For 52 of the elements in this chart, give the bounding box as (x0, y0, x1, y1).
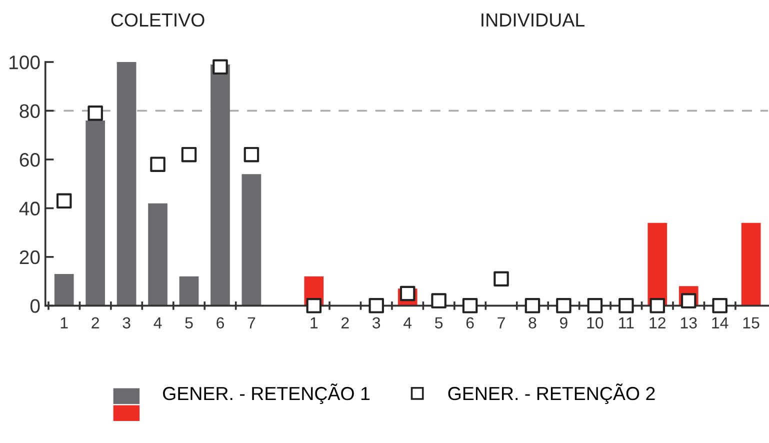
bar (54, 274, 74, 306)
point (462, 298, 478, 314)
x-tick-label: 4 (404, 317, 412, 328)
point (650, 298, 666, 314)
y-tick-label: 0 (30, 299, 40, 313)
x-tick-label: 5 (185, 317, 193, 329)
point (587, 298, 603, 314)
legend-label: GENER. - RETENÇÃO 1 (163, 384, 370, 404)
bar (741, 222, 761, 306)
text: INDIVIDUAL (482, 14, 584, 27)
bar (210, 64, 230, 306)
point (712, 298, 728, 314)
x-tick-label: 3 (122, 317, 130, 329)
bar (242, 174, 262, 306)
x-tick-label: 9 (560, 317, 568, 329)
x-tick-label: 7 (248, 317, 256, 328)
x-tick-label: 6 (216, 317, 224, 329)
x-tick-label: 2 (341, 317, 349, 328)
y-tick-label: 40 (19, 202, 40, 216)
x-tick-label: 4 (154, 317, 162, 328)
x-tick-label: 1 (60, 317, 68, 328)
x-tick-label: 1 (310, 317, 318, 328)
legend-label: GENER. - RETENÇÃO 2 (448, 384, 655, 404)
x-tick-label: 2 (92, 317, 99, 328)
x-tick-label: 14 (712, 317, 728, 328)
x-tick-label: 13 (680, 317, 697, 329)
x-tick-label: 10 (587, 317, 604, 329)
point (556, 298, 572, 314)
x-tick-label: 3 (372, 317, 380, 329)
y-tick-label: 60 (20, 152, 40, 167)
x-tick-label: 7 (498, 317, 505, 328)
x-tick-label: 5 (435, 317, 443, 329)
bar (148, 203, 168, 306)
point (431, 293, 446, 308)
bar (179, 276, 199, 306)
y-tick-label: 20 (20, 250, 40, 264)
point (368, 298, 384, 314)
x-tick-label: 15 (743, 317, 760, 329)
point (212, 59, 228, 75)
x-tick-label: 11 (619, 317, 634, 328)
point (618, 298, 634, 314)
y-tick-label: 80 (20, 104, 40, 118)
bar (86, 120, 106, 306)
x-tick-label: 12 (650, 317, 666, 328)
x-tick-label: 8 (528, 317, 536, 329)
bar (116, 62, 136, 306)
x-tick-label: 6 (466, 317, 474, 329)
point (306, 298, 322, 314)
bar (648, 222, 668, 306)
y-tick-label: 100 (10, 55, 40, 70)
text: COLETIVO (111, 13, 204, 27)
point (524, 298, 540, 314)
